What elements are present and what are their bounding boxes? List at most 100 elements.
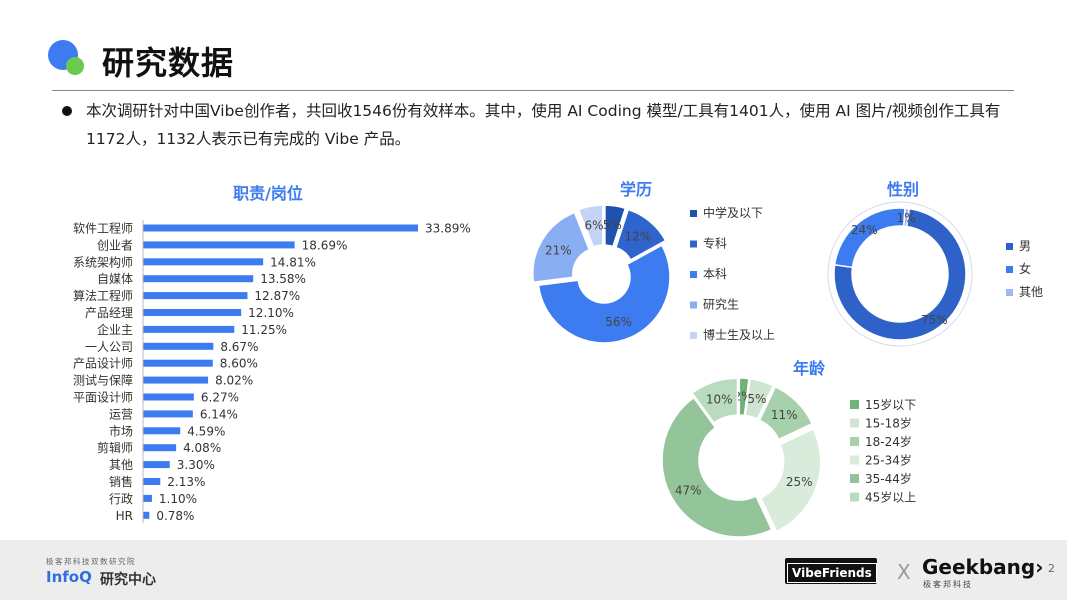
education-slice <box>614 208 667 261</box>
age-slice <box>738 377 750 417</box>
bar-mark <box>143 275 254 283</box>
age-data-label: 11% <box>771 408 798 422</box>
education-legend-label: 博士生及以上 <box>703 327 775 342</box>
age-legend-swatch <box>850 455 859 465</box>
bar-mark <box>143 325 235 333</box>
education-slice <box>604 204 627 248</box>
bar-data-label: 14.81% <box>270 255 316 269</box>
age-slice <box>759 427 822 533</box>
gender-data-label: 24% <box>851 223 878 237</box>
bar-category-label: 平面设计师 <box>73 391 133 405</box>
education-slice <box>537 244 671 344</box>
gender-legend-label: 女 <box>1019 261 1031 276</box>
bar-data-label: 8.60% <box>220 357 258 371</box>
education-slice <box>577 204 604 248</box>
gender-data-label: 1% <box>897 211 916 225</box>
education-slice <box>532 211 591 284</box>
bar-data-label: 6.27% <box>201 391 239 405</box>
bar-data-label: 12.87% <box>254 289 300 303</box>
infoq-logo: InfoQ <box>46 568 92 586</box>
bar-mark <box>143 444 177 452</box>
education-chart-title: 学历 <box>620 180 652 199</box>
education-legend-label: 中学及以下 <box>703 205 763 220</box>
age-chart-title: 年龄 <box>793 359 826 378</box>
bar-category-label: 一人公司 <box>85 340 133 354</box>
age-data-label: 25% <box>786 475 813 489</box>
geekbang-subtitle: 极客邦科技 <box>923 580 973 589</box>
gender-legend-swatch <box>1006 243 1013 250</box>
brand-dots-icon <box>48 40 92 80</box>
age-legend-label: 15岁以下 <box>865 397 916 412</box>
age-legend-label: 35-44岁 <box>865 471 912 486</box>
gender-chart-title: 性别 <box>887 180 919 199</box>
education-legend-swatch <box>690 240 697 248</box>
bar-mark <box>143 478 161 485</box>
bullet-icon <box>62 106 72 116</box>
bar-data-label: 4.08% <box>183 441 221 455</box>
bar-category-label: 其他 <box>109 458 133 472</box>
bar-mark <box>143 410 193 418</box>
bar-data-label: 8.67% <box>220 340 258 354</box>
bar-category-label: 企业主 <box>97 322 133 337</box>
bar-mark <box>143 427 181 435</box>
age-slice <box>691 377 739 424</box>
education-data-label: 6% <box>585 218 604 232</box>
bar-category-label: 产品经理 <box>85 306 133 320</box>
bar-data-label: 33.89% <box>425 222 471 236</box>
bar-category-label: 行政 <box>109 492 133 506</box>
bar-category-label: 运营 <box>109 407 133 421</box>
bar-category-label: 市场 <box>109 423 133 438</box>
bar-mark <box>143 309 242 316</box>
bar-category-label: HR <box>116 509 133 523</box>
age-legend-swatch <box>850 400 859 409</box>
summary-paragraph: 本次调研针对中国Vibe创作者，共回收1546份有效样本。其中，使用 AI Co… <box>62 97 1012 153</box>
page-title: 研究数据 <box>102 44 235 82</box>
vibefriends-label: VibeFriends <box>787 563 877 583</box>
education-legend-swatch <box>690 210 697 217</box>
bar-data-label: 4.59% <box>187 424 225 438</box>
bar-data-label: 3.30% <box>177 458 215 472</box>
education-data-label: 21% <box>545 244 572 258</box>
education-legend-label: 专科 <box>703 236 727 251</box>
bar-mark <box>143 342 214 350</box>
age-slice <box>661 396 773 538</box>
page-number: 2 <box>1048 562 1055 575</box>
education-data-label: 5% <box>603 218 622 232</box>
education-legend-swatch <box>690 271 697 278</box>
education-data-label: 12% <box>624 230 651 244</box>
gender-data-label: 75% <box>921 313 948 327</box>
age-data-label: 10% <box>706 393 733 407</box>
education-legend-swatch <box>690 301 697 309</box>
bar-category-label: 剪辑师 <box>97 440 133 455</box>
bar-mark <box>143 359 213 367</box>
bar-category-label: 算法工程师 <box>73 288 133 303</box>
bar-category-label: 销售 <box>109 474 133 489</box>
bar-mark <box>143 241 295 249</box>
age-legend-label: 45岁以上 <box>865 490 916 505</box>
bar-data-label: 12.10% <box>248 306 294 320</box>
bar-mark <box>143 292 248 300</box>
age-legend-swatch <box>850 474 859 483</box>
summary-text: 本次调研针对中国Vibe创作者，共回收1546份有效样本。其中，使用 AI Co… <box>86 102 1001 148</box>
gender-legend-swatch <box>1006 289 1013 296</box>
age-slice <box>744 377 775 421</box>
bar-category-label: 测试与保障 <box>73 373 133 388</box>
bar-data-label: 6.14% <box>200 407 238 421</box>
bar-data-label: 0.78% <box>156 509 194 523</box>
gender-slice <box>902 207 911 228</box>
bar-mark <box>143 494 152 502</box>
education-data-label: 56% <box>605 315 632 329</box>
bar-data-label: 18.69% <box>302 238 348 252</box>
gender-legend-label: 男 <box>1019 239 1031 253</box>
geekbang-logo: Geekbang› <box>922 555 1044 579</box>
title-divider <box>52 90 1014 91</box>
education-legend-label: 研究生 <box>703 297 739 312</box>
age-legend-swatch <box>850 492 859 502</box>
gender-slice <box>833 207 967 341</box>
gender-outer-ring <box>827 201 973 347</box>
collab-x-mark: X <box>897 560 911 584</box>
bar-data-label: 8.02% <box>215 374 253 388</box>
age-data-label: 5% <box>747 392 766 406</box>
education-legend-swatch <box>690 332 697 339</box>
